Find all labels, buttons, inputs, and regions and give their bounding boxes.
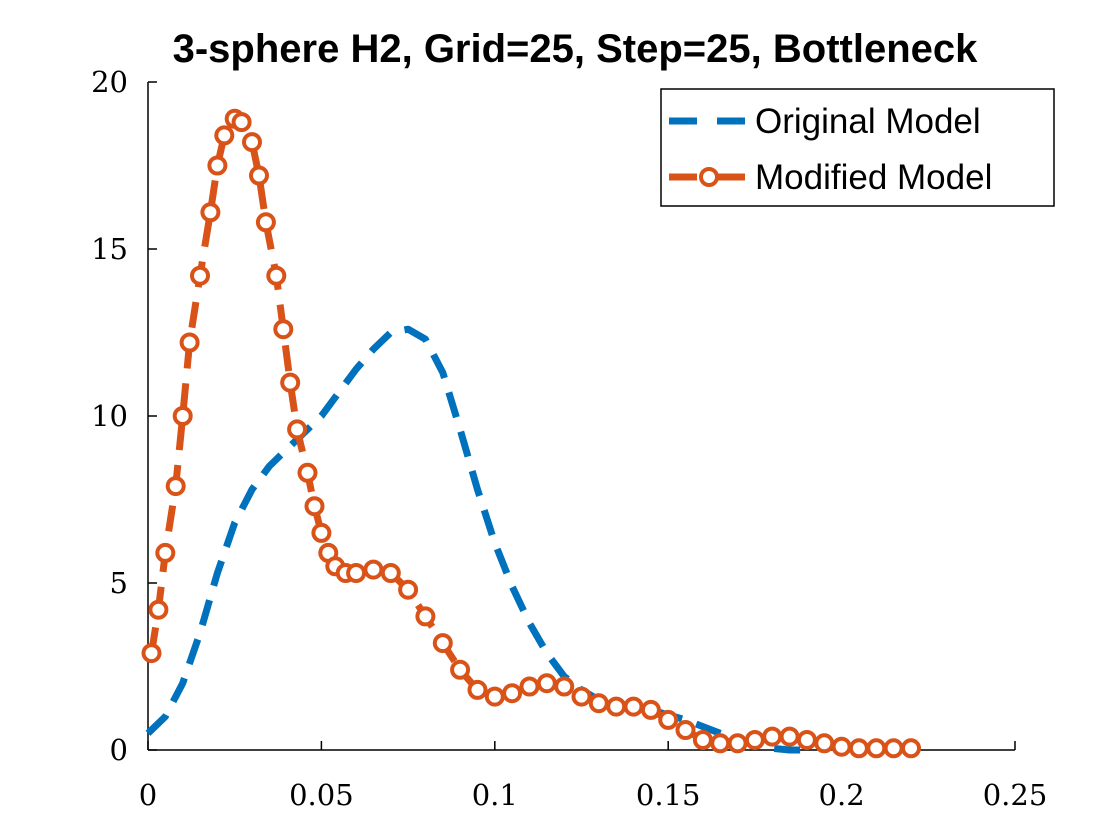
legend-box (660, 88, 1055, 207)
series-2-point (675, 720, 696, 740)
series-2-point (273, 319, 294, 340)
series-2-point (779, 726, 800, 747)
series-2-point (280, 372, 301, 393)
series-2-point (148, 599, 169, 620)
y-tick-label: 0 (110, 733, 128, 767)
series-2-point (346, 563, 367, 583)
series-2-point (165, 476, 186, 497)
x-tick-label: 0.2 (819, 778, 865, 812)
legend-swatch-marker (699, 167, 719, 187)
series-2-point (536, 673, 557, 694)
axes: 0 0.05 0.1 0.15 0.2 0.25 0 5 10 15 20 (91, 65, 1047, 812)
series-2-point (467, 679, 488, 700)
series-2-point (207, 155, 228, 176)
series-2-point (415, 606, 436, 627)
legend-label: Modified Model (755, 158, 992, 197)
series-2-point (200, 202, 221, 223)
series-2-point (554, 676, 575, 697)
y-tick-label: 15 (91, 232, 128, 266)
series-2-point (398, 579, 419, 600)
series-2-point (304, 496, 325, 517)
series-2-point (744, 730, 765, 750)
series-2-point (287, 419, 308, 440)
x-tick-label: 0.05 (289, 778, 354, 812)
series-2-point (242, 132, 262, 153)
series-2-point (484, 686, 505, 707)
series-2-point (363, 559, 384, 580)
series-2-point (266, 265, 287, 286)
series-2-point (231, 112, 252, 133)
series-2-point (571, 686, 592, 707)
series-2-point (658, 709, 679, 730)
series-2-point (796, 730, 817, 750)
series-2-point (214, 125, 235, 146)
series-2-point (380, 563, 401, 583)
series-2-point (297, 462, 318, 483)
series-2-point (450, 659, 471, 680)
series-2-point (831, 736, 852, 757)
y-tick-label: 10 (91, 399, 128, 433)
series-2-point (179, 332, 200, 353)
chart-title: 3-sphere H2, Grid=25, Step=25, Bottlenec… (173, 27, 979, 71)
series-2-point (249, 165, 269, 186)
series-2-point (866, 738, 887, 759)
series-2-point (141, 643, 162, 664)
series-2-point (432, 633, 453, 654)
series-2-point (883, 738, 904, 759)
x-tick-label: 0.1 (472, 778, 518, 812)
series-2-point (901, 738, 921, 759)
series-2-point (190, 265, 210, 286)
series-2-point (502, 683, 523, 704)
x-tick-label: 0.25 (983, 778, 1048, 812)
legend-label: Original Model (755, 102, 981, 141)
series-2-point (172, 406, 193, 426)
series-2-point (623, 696, 644, 717)
x-tick-label: 0 (139, 778, 157, 812)
series-2-point (519, 676, 540, 697)
series-2-point (692, 730, 713, 750)
series-2-point (255, 212, 276, 233)
y-tick-label: 5 (110, 566, 128, 600)
series-2-point (588, 693, 609, 714)
series-2-point (762, 726, 783, 747)
series-2-point (155, 542, 176, 563)
x-tick-label: 0.15 (636, 778, 701, 812)
series-line-1 (145, 325, 807, 754)
series-2-point (640, 699, 661, 720)
series-2-point (710, 733, 731, 754)
series-2-point (727, 733, 748, 754)
series-layer (141, 108, 921, 759)
y-tick-label: 20 (91, 65, 128, 99)
legend: Original Model Modified Model (660, 88, 1055, 207)
series-2-point (848, 738, 869, 759)
series-2-point (311, 522, 332, 543)
series-2-point (606, 696, 627, 717)
series-2-point (814, 733, 835, 754)
